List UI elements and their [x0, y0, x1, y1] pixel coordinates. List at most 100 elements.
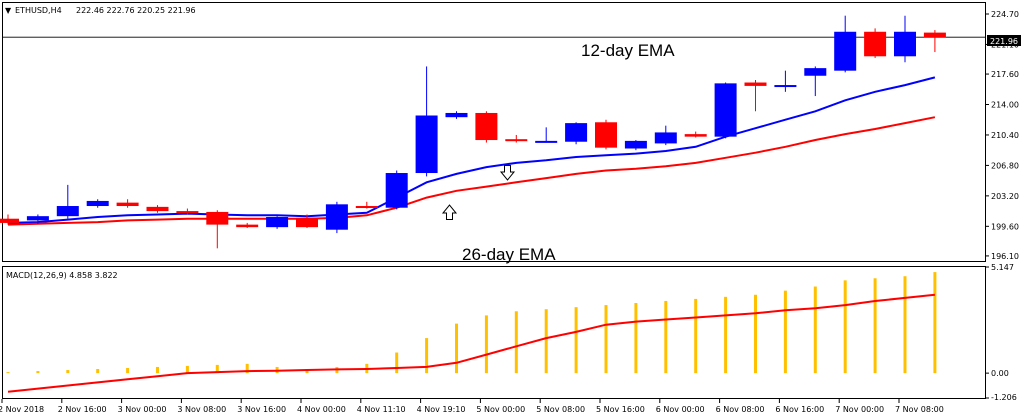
- macd-histogram-bar: [664, 300, 668, 374]
- candle: [654, 125, 677, 146]
- candle: [385, 170, 408, 210]
- candle-body: [236, 224, 259, 228]
- candle-body: [86, 200, 109, 207]
- macd-histogram-bar: [544, 309, 548, 374]
- macd-histogram-bar: [724, 296, 728, 374]
- price-axis-label: 214.00: [991, 101, 1019, 110]
- macd-histogram-bar: [156, 366, 159, 374]
- price-axis-label: 199.60: [991, 222, 1019, 231]
- macd-histogram-bar: [36, 371, 40, 374]
- macd-axis-label: 0.00: [991, 369, 1009, 378]
- candle-body: [684, 134, 707, 137]
- dropdown-arrow-icon[interactable]: ▼: [5, 6, 12, 15]
- time-axis-label: 3 Nov 16:00: [237, 405, 286, 414]
- candle-body: [565, 123, 588, 142]
- macd-histogram-bar: [873, 278, 877, 374]
- candle: [236, 222, 259, 229]
- time-axis-label: 7 Nov 00:00: [835, 405, 884, 414]
- macd-histogram-bar: [305, 369, 309, 374]
- time-axis-label: 6 Nov 00:00: [656, 405, 705, 414]
- candle: [505, 134, 528, 143]
- time-axis-label: 4 Nov 00:00: [297, 405, 346, 414]
- time-axis-label: 4 Nov 19:10: [417, 405, 466, 414]
- macd-histogram-bar: [96, 369, 100, 374]
- candle-body: [475, 112, 498, 141]
- macd-histogram-bar: [6, 372, 10, 374]
- macd-histogram-bar: [694, 298, 698, 374]
- macd-histogram-bar: [813, 286, 817, 374]
- candle-body: [923, 32, 946, 38]
- macd-histogram-bar: [185, 365, 189, 374]
- candle-body: [176, 211, 199, 214]
- candle-body: [864, 31, 887, 57]
- price-axis-label: 196.10: [991, 252, 1019, 261]
- time-axis-label: 3 Nov 08:00: [177, 405, 226, 414]
- candle: [355, 201, 378, 209]
- up-arrow-icon: [441, 204, 458, 220]
- candle: [923, 30, 946, 53]
- candle: [565, 122, 588, 145]
- candle: [595, 119, 617, 150]
- candle-body: [744, 82, 767, 86]
- candle-body: [116, 202, 139, 207]
- macd-histogram-bar: [245, 363, 249, 374]
- candle-body: [714, 83, 737, 137]
- candle: [834, 15, 857, 73]
- candle: [684, 131, 707, 138]
- time-axis-label: 5 Nov 16:00: [596, 405, 645, 414]
- macd-histogram-bar: [574, 307, 578, 374]
- candle: [535, 127, 558, 143]
- price-axis-label: 210.40: [991, 131, 1019, 140]
- macd-histogram-bar: [514, 311, 518, 374]
- current-price-tag: 221.96: [987, 35, 1021, 46]
- macd-axis-label: 5.147: [991, 263, 1014, 272]
- time-axis-label: 3 Nov 00:00: [118, 405, 167, 414]
- macd-histogram-bar: [126, 367, 130, 374]
- candle-body: [654, 132, 677, 144]
- ema12-annotation: 12-day EMA: [581, 41, 675, 60]
- macd-histogram-bar: [425, 338, 429, 374]
- macd-histogram-bar: [783, 290, 787, 374]
- candle: [804, 66, 827, 97]
- candle-body: [56, 206, 79, 217]
- svg-text:221.96: 221.96: [990, 37, 1018, 46]
- macd-histogram-bar: [634, 303, 638, 374]
- ema26-annotation: 26-day EMA: [462, 245, 556, 264]
- candle: [176, 208, 199, 215]
- candle-body: [535, 140, 558, 143]
- macd-signal-line: [7, 293, 936, 393]
- candle: [146, 205, 169, 213]
- time-axis-label: 6 Nov 16:00: [775, 405, 824, 414]
- price-axis-label: 217.60: [991, 70, 1019, 79]
- candle: [206, 210, 229, 249]
- macd-histogram-bar: [604, 305, 608, 374]
- macd-histogram-bar: [66, 370, 70, 374]
- candle-body: [445, 112, 468, 118]
- candle: [864, 28, 887, 58]
- candle-body: [894, 31, 916, 57]
- candle-body: [804, 68, 827, 76]
- candle: [266, 216, 289, 229]
- candle: [56, 184, 79, 219]
- macd-histogram-bar: [455, 323, 458, 374]
- candle-body: [624, 140, 647, 149]
- macd-histogram-bar: [933, 272, 937, 374]
- candle-body: [325, 204, 348, 230]
- time-axis-label: 4 Nov 11:10: [357, 405, 406, 414]
- candle-body: [146, 206, 169, 212]
- time-axis-label: 2 Nov 2018: [0, 405, 44, 414]
- candle: [894, 15, 916, 63]
- candle: [116, 199, 139, 208]
- candle-body: [206, 211, 229, 225]
- candle-body: [0, 218, 19, 223]
- symbol-label: ETHUSD,H4: [15, 6, 62, 15]
- candle: [624, 140, 647, 151]
- macd-axis-label: -1.206: [991, 393, 1017, 402]
- price-axis-label: 224.70: [991, 10, 1019, 19]
- candle-body: [296, 217, 318, 228]
- candle: [296, 214, 318, 229]
- candle-body: [834, 31, 857, 71]
- ema26-line: [7, 116, 936, 226]
- macd-histogram-bar: [215, 364, 219, 374]
